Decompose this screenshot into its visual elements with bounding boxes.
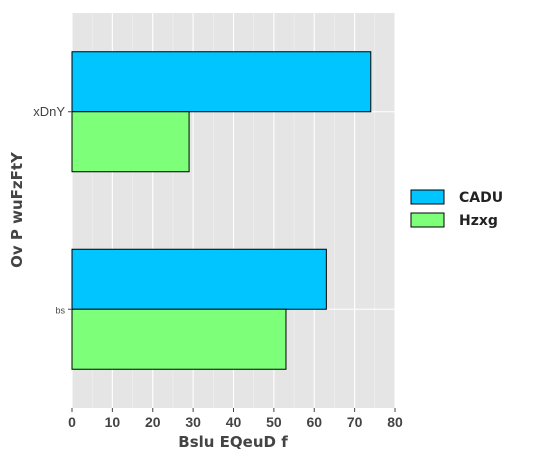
x-axis-ticks: 0 10 20 30 40 50 60 70 80 — [68, 408, 403, 430]
bars — [71, 51, 372, 370]
y-tick-label: bs — [55, 305, 65, 315]
bar-cadu-bs — [71, 248, 327, 310]
legend-label-cadu: CADU — [459, 190, 503, 206]
legend-label-hzxg: Hzxg — [459, 213, 498, 229]
x-tick-label: 40 — [226, 414, 242, 430]
y-axis-ticks: xDnY bs — [33, 104, 72, 315]
bar-hzxg-xdny — [71, 111, 190, 173]
x-tick-label: 10 — [105, 414, 121, 430]
legend-swatch-cadu — [410, 189, 445, 205]
legend-swatch-hzxg — [410, 212, 445, 228]
legend: CADU Hzxg — [410, 189, 503, 229]
x-tick-label: 50 — [266, 414, 282, 430]
x-tick-label: 70 — [347, 414, 363, 430]
x-tick-label: 30 — [185, 414, 201, 430]
x-tick-label: 60 — [306, 414, 322, 430]
x-tick-label: 80 — [387, 414, 403, 430]
x-axis-title: Bslu EQeuD f — [178, 433, 288, 451]
bar-cadu-xdny — [71, 51, 372, 113]
x-tick-label: 0 — [68, 414, 76, 430]
y-tick-label: xDnY — [33, 104, 65, 119]
y-axis-title: Ov P wuFzFtY — [8, 151, 26, 268]
x-tick-label: 20 — [145, 414, 161, 430]
bar-hzxg-bs — [71, 308, 287, 370]
